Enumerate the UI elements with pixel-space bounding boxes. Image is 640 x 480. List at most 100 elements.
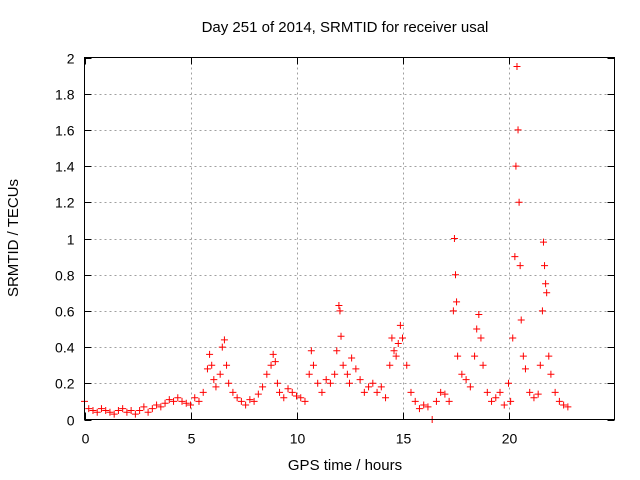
- data-point: [187, 401, 194, 409]
- data-point: [106, 408, 114, 416]
- data-point: [199, 388, 207, 396]
- data-points: [81, 63, 572, 423]
- data-point: [307, 347, 315, 355]
- data-point: [271, 358, 279, 366]
- data-point: [514, 126, 522, 134]
- data-point: [496, 388, 504, 396]
- data-point: [477, 334, 485, 342]
- data-point: [507, 397, 515, 405]
- data-point: [348, 354, 356, 362]
- data-point: [208, 361, 216, 369]
- data-point: [263, 370, 271, 378]
- data-point: [396, 321, 404, 329]
- y-tick-label: 1.4: [55, 159, 75, 175]
- data-point: [555, 397, 563, 405]
- y-axis-label: SRMTID / TECUs: [5, 179, 22, 297]
- data-point: [539, 238, 547, 246]
- data-point: [441, 390, 449, 398]
- y-tick-label: 0.2: [55, 376, 75, 392]
- data-point: [195, 397, 203, 405]
- y-tick-label: 0: [67, 413, 75, 429]
- data-point: [450, 235, 458, 242]
- data-point: [110, 410, 118, 418]
- data-point: [314, 379, 322, 387]
- data-point: [246, 396, 254, 404]
- data-point: [473, 325, 481, 333]
- data-point: [102, 406, 110, 414]
- y-tick-label: 1.2: [55, 195, 75, 211]
- data-point: [301, 397, 309, 405]
- data-point: [526, 388, 534, 396]
- data-point: [512, 162, 520, 170]
- data-point: [543, 289, 551, 297]
- data-point: [216, 370, 224, 378]
- data-point: [339, 361, 347, 369]
- axis-tick-labels: 00.20.40.60.811.21.41.61.820 5 10 15 20: [55, 51, 517, 447]
- data-point: [492, 394, 500, 402]
- data-point: [229, 388, 237, 396]
- data-point: [343, 370, 351, 378]
- data-point: [505, 379, 512, 387]
- data-point: [309, 361, 317, 369]
- y-tick-label: 1.8: [55, 87, 75, 103]
- x-tick-label: 10: [290, 431, 306, 447]
- data-point: [136, 406, 144, 414]
- data-point: [269, 350, 277, 358]
- data-point: [337, 332, 345, 340]
- data-point: [114, 406, 122, 414]
- data-point: [210, 376, 218, 384]
- data-point: [174, 394, 182, 402]
- x-tick-label: 0: [82, 431, 90, 447]
- data-point: [212, 383, 220, 391]
- data-point: [407, 388, 415, 396]
- data-point: [237, 397, 245, 405]
- data-point: [352, 365, 360, 373]
- data-point: [415, 405, 423, 413]
- data-point: [453, 298, 461, 306]
- data-point: [267, 361, 275, 369]
- x-axis-label: GPS time / hours: [288, 457, 402, 474]
- data-point: [483, 388, 491, 396]
- data-point: [432, 397, 440, 405]
- data-point: [165, 396, 173, 404]
- data-point: [399, 334, 406, 342]
- data-point: [545, 352, 553, 360]
- data-point: [93, 408, 101, 416]
- grid: [84, 57, 615, 420]
- x-tick-label: 5: [188, 431, 196, 447]
- data-point: [541, 262, 549, 270]
- y-tick-label: 0.4: [55, 340, 75, 356]
- data-point: [276, 388, 284, 396]
- data-point: [403, 361, 411, 369]
- data-point: [331, 370, 339, 378]
- data-point: [377, 383, 385, 391]
- data-point: [280, 394, 288, 402]
- data-point: [293, 392, 300, 400]
- data-point: [449, 307, 457, 315]
- axis-ticks: [84, 57, 615, 421]
- data-point: [220, 336, 228, 344]
- data-point: [322, 376, 330, 384]
- data-point: [437, 388, 445, 396]
- data-point: [85, 405, 93, 413]
- y-tick-label: 1.6: [55, 123, 75, 139]
- data-point: [394, 339, 402, 347]
- data-point: [452, 271, 459, 279]
- data-point: [519, 352, 527, 360]
- data-point: [488, 397, 496, 405]
- data-point: [97, 405, 105, 413]
- data-point: [511, 253, 519, 261]
- data-point: [521, 365, 529, 373]
- data-point: [454, 352, 462, 360]
- data-point: [420, 401, 428, 409]
- data-point: [225, 379, 233, 387]
- data-point: [513, 63, 521, 71]
- data-point: [254, 390, 262, 398]
- data-point: [148, 405, 156, 413]
- data-point: [119, 405, 127, 413]
- data-point: [140, 403, 148, 411]
- data-point: [538, 307, 546, 315]
- data-point: [392, 352, 400, 360]
- data-point: [297, 394, 305, 402]
